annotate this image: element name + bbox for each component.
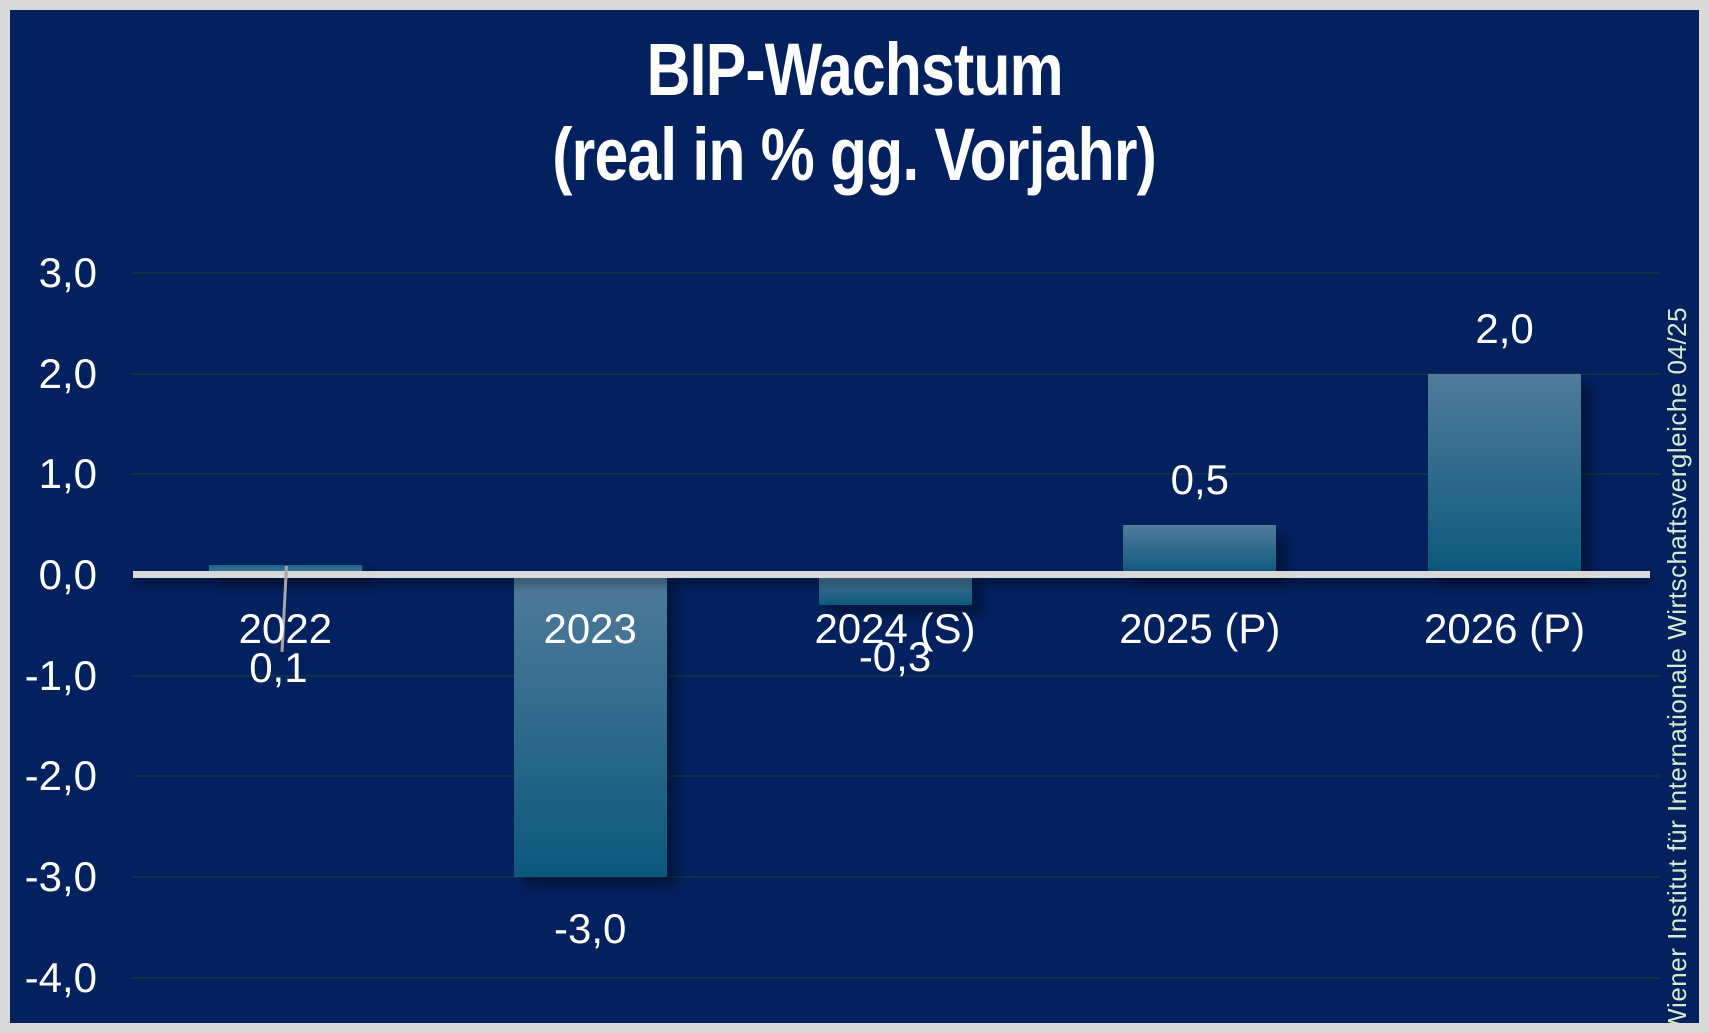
gridline [133,876,1660,878]
zero-axis-line [133,571,1650,578]
value-label: 0,5 [1170,455,1229,503]
category-label: 2022 [238,605,333,652]
y-tick-label: -3,0 [24,853,97,900]
bar [818,575,972,606]
value-label: 2,0 [1475,304,1534,352]
gridline [133,372,1660,375]
value-label: -3,0 [554,905,627,952]
source-note: Wiener Institut für Internationale Wirts… [1662,306,1692,1033]
bar [1123,524,1277,575]
y-tick-label: 1,0 [38,450,97,498]
category-label: 2025 (P) [1119,605,1281,652]
gridline [133,775,1660,778]
bar [1428,373,1582,575]
chart-title-line1: BIP-Wachstum [0,30,1709,110]
category-label: 2023 [543,605,637,652]
value-label: 0,1 [249,644,308,691]
value-label: -0,3 [858,633,932,681]
category-label: 2024 (S) [814,605,976,652]
chart-title-text2: (real in % gg. Vorjahr) [552,113,1158,196]
gridline [133,976,1660,979]
category-label: 2026 (P) [1424,605,1586,652]
y-tick-label: 3,0 [38,248,97,296]
y-tick-label: -4,0 [24,953,97,1001]
gridline [133,271,1660,274]
y-tick-label: 0,0 [38,551,97,598]
chart-title-line2: (real in % gg. Vorjahr) [0,115,1709,195]
gridline [133,473,1660,476]
bar [513,575,667,877]
y-tick-label: 2,0 [38,349,97,397]
y-tick-label: -1,0 [24,651,97,699]
gridline [133,674,1660,677]
y-tick-label: -2,0 [24,752,97,800]
chart-title-text1: BIP-Wachstum [646,28,1063,111]
